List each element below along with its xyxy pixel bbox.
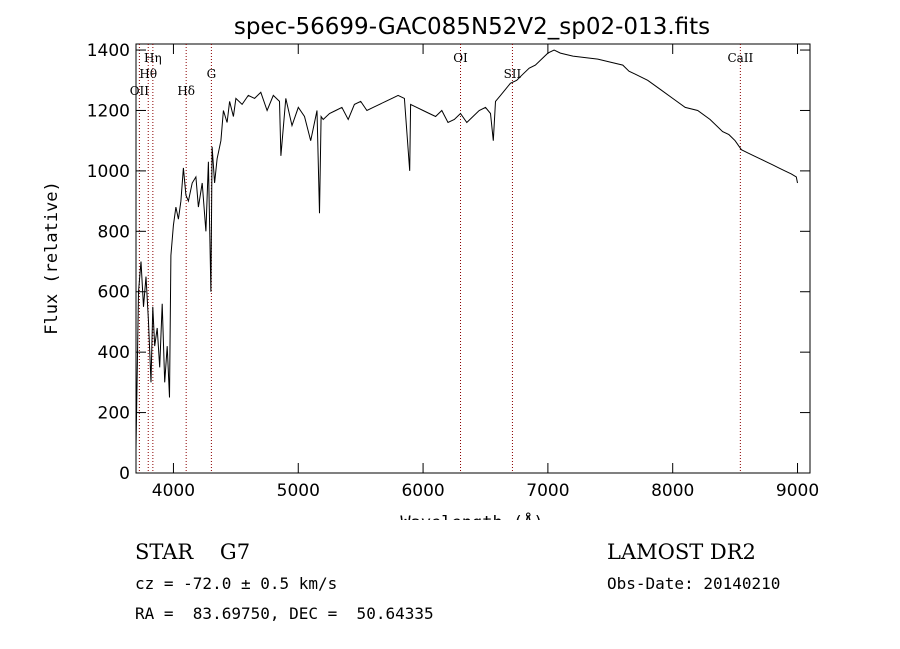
coordinates-text: RA = 83.69750, DEC = 50.64335 (135, 604, 434, 623)
axis-ticks: 4000 5000 6000 7000 8000 9000 0 200 400 600 800 100… (87, 41, 819, 501)
y-tick-label: 800 (98, 222, 130, 242)
redshift-text: cz = -72.0 ± 0.5 km/s (135, 574, 338, 593)
y-tick-label: 1000 (87, 162, 130, 182)
reference-line-label: Hη (144, 51, 162, 65)
y-tick-label: 400 (98, 343, 130, 363)
y-axis-label: Flux (relative) (42, 181, 62, 335)
spectrum-chart: spec-56699-GAC085N52V2_sp02-013.fits HηH… (42, 14, 819, 520)
survey-name: LAMOST DR2 (607, 540, 756, 564)
y-tick-label: 200 (98, 404, 130, 424)
x-axis-label: Wavelength (Å) (400, 511, 543, 520)
obs-date-text: Obs-Date: 20140210 (607, 574, 781, 593)
y-tick-label: 600 (98, 283, 130, 303)
plot-frame (135, 43, 811, 474)
reference-line-label: G (207, 67, 217, 81)
chart-title: spec-56699-GAC085N52V2_sp02-013.fits (234, 14, 710, 40)
x-tick-label: 8000 (651, 481, 694, 501)
reference-line-label: OI (453, 51, 468, 65)
reference-line-label: Hθ (139, 67, 157, 81)
reference-line-label: CaII (727, 51, 753, 65)
reference-line-label: SII (504, 67, 522, 81)
y-tick-label: 1400 (87, 41, 130, 61)
x-tick-label: 7000 (526, 481, 569, 501)
y-tick-label: 1200 (87, 101, 130, 121)
reference-line-label: Hδ (177, 84, 195, 98)
reference-lines: Hη Hθ OII Hδ G OI SII CaII (130, 44, 754, 473)
x-tick-label: 4000 (152, 481, 195, 501)
x-tick-label: 9000 (776, 481, 819, 501)
object-type: STAR G7 (135, 540, 251, 564)
reference-line-label: OII (130, 84, 150, 98)
x-tick-label: 5000 (277, 481, 320, 501)
x-tick-label: 6000 (401, 481, 444, 501)
y-tick-label: 0 (119, 464, 130, 484)
spectrum-line (135, 49, 798, 449)
